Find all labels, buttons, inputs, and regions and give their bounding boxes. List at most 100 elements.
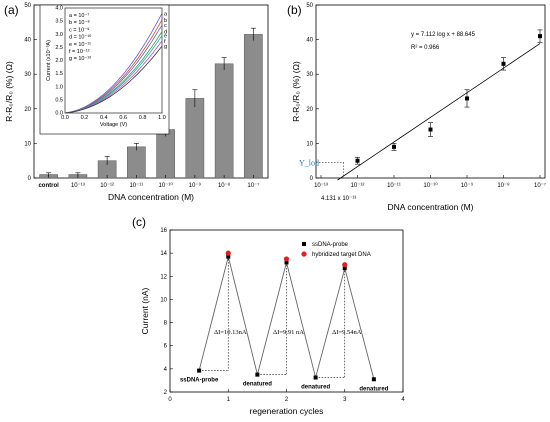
probe-point-c [226, 254, 231, 259]
x-tick-label-b: 10⁻¹³ [314, 183, 328, 189]
x-tick-label-b: 10⁻¹² [351, 183, 365, 189]
x-axis-title-a: DNA concentration (M) [108, 192, 194, 202]
inset-series-end-label: d [164, 30, 167, 36]
inset-series-end-label: c [164, 23, 167, 29]
data-point-b [392, 144, 396, 149]
delta-label: ΔI=10.13nA [214, 329, 247, 336]
inset-series-end-label: f [164, 39, 166, 45]
y-tick-label-c: 12 [160, 274, 167, 280]
x-tick-label-a: 10⁻¹¹ [129, 183, 143, 189]
x-tick-label-a: control [38, 183, 59, 189]
probe-point-c [313, 375, 318, 380]
inset-legend-item: b = 10⁻⁸ [69, 19, 90, 26]
x-tick-label-b: 10⁻⁹ [461, 182, 474, 189]
x-axis-title-c: regeneration cycles [250, 406, 324, 416]
hybrid-point-c [225, 250, 231, 256]
x-tick-label-c: 3 [343, 397, 347, 403]
inset-x-axis-title: Voltage (V) [100, 122, 127, 128]
inset-y-tick-label: 2.0 [55, 58, 63, 64]
y-tick-label-c: 14 [160, 251, 167, 257]
y-tick-label-b: 10 [306, 141, 313, 147]
y-tick-label-a: 0 [28, 176, 32, 182]
y-tick-label-a: 20 [24, 107, 31, 113]
x-tick-label-b: 10⁻¹⁰ [423, 182, 438, 189]
chart-a: 0 10 20 30 40 50 control 10⁻¹³ 10⁻¹² 10⁻¹¹ 10⁻¹⁰ 10… [4, 3, 269, 202]
delta-label: ΔI=9.54nA [332, 329, 362, 336]
point-annotation-c: denatured [243, 382, 272, 388]
panel-a-label: (a) [4, 3, 19, 17]
inset-series-line [64, 45, 163, 114]
probe-point-c [284, 260, 289, 265]
legend-marker-c [302, 242, 306, 246]
delta-label: ΔI=9.91 nA [273, 329, 304, 336]
y-tick-label-c: 6 [164, 344, 168, 350]
legend-label-c: hybridized target DNA [312, 252, 371, 258]
y-tick-label-a: 50 [24, 3, 31, 9]
inset-x-tick-label: 1.0 [158, 115, 166, 121]
x-tick-label-b: 10⁻⁷ [534, 182, 546, 189]
inset-plot-frame-a [64, 7, 163, 114]
fit-r2: R² = 0.966 [411, 45, 440, 51]
point-annotation-c: ssDNA-probe [180, 378, 219, 384]
x-tick-label-c: 1 [227, 397, 231, 403]
inset-y-tick-label: 4.0 [55, 6, 63, 12]
y-tick-label-b: 20 [306, 107, 313, 113]
point-annotation-c: denatured [301, 385, 330, 391]
bar-a [156, 129, 175, 179]
probe-point-c [371, 377, 376, 382]
inset-legend-item: g = 10⁻¹³ [69, 56, 91, 62]
bar-a [185, 98, 205, 179]
y-tick-label-c: 4 [164, 367, 168, 373]
panel-c-label: (c) [132, 215, 146, 229]
y-tick-label-c: 2 [164, 390, 168, 396]
inset-y-tick-label: 1.0 [55, 84, 63, 90]
data-point-b [355, 158, 360, 163]
plot-frame-b [315, 4, 546, 179]
inset-legend-item: e = 10⁻¹¹ [69, 42, 91, 48]
fit-line-b [337, 43, 541, 181]
x-tick-label-c: 2 [285, 397, 289, 403]
y-tick-label-b: 50 [306, 3, 313, 9]
y-tick-label-a: 10 [24, 141, 31, 147]
point-annotation-c: denatured [359, 386, 388, 392]
data-point-b [501, 61, 506, 66]
y-axis-title-c: Current (nA) [140, 287, 150, 334]
legend-label-c: ssDNA-probe [312, 242, 349, 248]
panel-b-label: (b) [287, 3, 302, 17]
y-tick-label-c: 16 [160, 228, 167, 234]
x-tick-label-a: 10⁻¹² [100, 183, 114, 189]
y-tick-label-b: 30 [306, 72, 313, 78]
y-tick-label-a: 30 [24, 72, 31, 78]
x-tick-label-b: 10⁻⁸ [497, 182, 510, 189]
inset-x-tick-label: 0.0 [61, 115, 69, 121]
inset-legend-item: d = 10⁻¹⁰ [69, 34, 92, 41]
y-tick-label-b: 0 [310, 176, 314, 182]
inset-frame-a [39, 4, 170, 135]
bar-a [214, 63, 234, 179]
inset-x-tick-label: 0.8 [139, 115, 147, 121]
y-tick-label-b: 40 [306, 38, 313, 44]
legend-marker-c [301, 251, 307, 257]
hybrid-point-c [342, 262, 348, 268]
inset-x-tick-label: 0.4 [100, 115, 108, 121]
inset-legend-item: c = 10⁻⁹ [69, 26, 89, 33]
bar-a [127, 146, 146, 179]
x-tick-label-a: 10⁻¹⁰ [159, 182, 174, 189]
inset-y-tick-label: 2.5 [55, 45, 63, 51]
inset-x-tick-label: 0.2 [81, 115, 89, 121]
x-tick-label-c: 0 [168, 397, 172, 403]
inset-y-tick-label: 3.0 [55, 32, 63, 38]
x-tick-label-a: 10⁻⁹ [189, 182, 202, 189]
chart-b: 0 10 20 30 40 50 10⁻¹³ 10⁻¹² 10⁻¹¹ 10⁻¹⁰ 10⁻⁹ 10⁻⁸ 1… [291, 3, 546, 212]
x-axis-title-b: DNA concentration (M) [388, 202, 474, 212]
x-tick-label-b: 10⁻¹¹ [387, 183, 401, 189]
y-axis-title-b: R-R₀/R₀ (%) (Ω) [291, 61, 301, 122]
y-tick-label-a: 40 [24, 38, 31, 44]
lod-value-label: 4.131 x 10⁻¹³ [321, 196, 356, 202]
x-tick-label-c: 4 [401, 397, 405, 403]
inset-x-tick-label: 0.6 [119, 115, 127, 121]
x-tick-label-a: 10⁻¹³ [71, 183, 85, 189]
probe-point-c [255, 372, 260, 377]
